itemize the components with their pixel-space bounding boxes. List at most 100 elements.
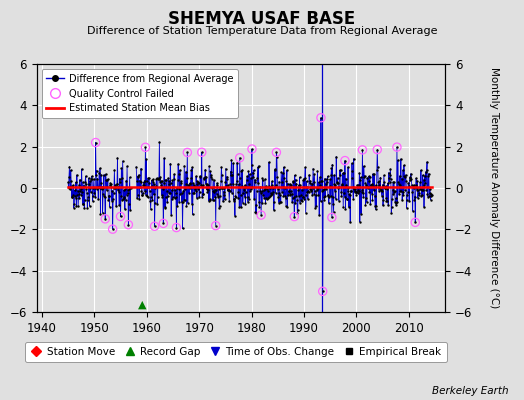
Point [248,170,257,176]
Point [350,186,358,192]
Point [241,194,249,200]
Point [387,175,395,182]
Point [386,172,394,178]
Point [83,205,92,212]
Point [190,190,199,196]
Point [179,188,188,194]
Point [394,157,402,163]
Point [415,190,423,196]
Point [302,178,311,185]
Point [409,184,418,191]
Point [428,192,436,198]
Point [125,201,133,207]
Point [119,196,127,202]
Point [138,191,147,198]
Point [300,196,309,202]
Point [254,164,262,170]
Point [340,170,348,176]
Point [335,167,344,173]
Point [372,206,380,212]
Point [279,184,287,190]
Point [339,170,347,177]
Point [207,174,215,180]
Point [320,196,329,203]
Point [396,181,405,188]
Point [183,200,192,206]
Point [345,204,353,210]
Point [133,195,141,201]
Point [248,146,256,152]
Point [295,193,303,200]
Point [343,195,351,202]
Point [251,176,259,183]
Point [280,174,289,181]
Point [78,166,86,172]
Point [337,192,346,199]
Text: SHEMYA USAF BASE: SHEMYA USAF BASE [168,10,356,28]
Point [80,182,88,189]
Point [268,178,276,185]
Point [289,178,297,185]
Point [281,195,290,201]
Point [73,188,82,194]
Point [137,188,146,194]
Point [278,188,286,195]
Point [174,161,182,167]
Point [142,156,150,162]
Point [403,192,411,198]
Point [355,188,363,194]
Point [72,195,80,202]
Point [257,212,265,218]
Point [96,211,105,217]
Point [346,192,354,198]
Point [68,183,76,189]
Point [266,193,274,199]
Point [209,197,217,204]
Point [89,192,97,199]
Point [322,186,331,192]
Point [263,186,271,192]
Point [193,195,201,201]
Point [399,192,408,198]
Point [68,194,76,200]
Point [79,179,87,186]
Point [321,175,329,182]
Point [378,188,386,194]
Point [213,180,221,186]
Point [81,173,90,179]
Point [411,194,419,200]
Point [385,170,393,176]
Point [254,163,263,169]
Point [330,208,338,215]
Point [423,159,431,165]
Point [100,172,108,178]
Point [411,219,420,226]
Point [354,187,362,193]
Point [215,203,224,209]
Point [335,184,344,190]
Point [400,162,408,168]
Point [194,179,202,186]
Point [416,179,424,185]
Point [404,180,412,186]
Point [225,187,233,194]
Point [336,167,345,173]
Point [122,177,130,184]
Point [355,170,364,176]
Point [191,188,200,194]
Point [382,194,390,201]
Point [373,146,381,153]
Point [264,194,272,201]
Point [192,173,200,180]
Point [93,186,101,192]
Point [298,198,307,204]
Point [222,165,230,172]
Point [351,188,359,195]
Point [391,199,399,205]
Point [65,174,73,180]
Point [366,201,375,207]
Point [335,197,343,204]
Point [300,175,308,182]
Point [288,191,296,198]
Point [191,186,200,193]
